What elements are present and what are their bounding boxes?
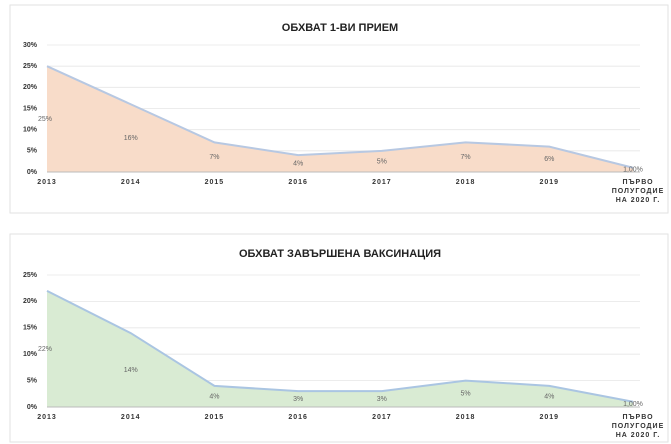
x-tick-label: 2019: [539, 414, 559, 421]
y-tick-label: 20%: [23, 298, 38, 305]
x-tick-label: 2014: [121, 414, 141, 421]
data-label: 3%: [293, 396, 303, 403]
area: [47, 290, 633, 407]
x-tick-label: 2015: [205, 179, 225, 186]
y-tick-label: 5%: [27, 148, 38, 155]
x-tick-label: 2013: [37, 414, 57, 421]
x-tick-label: 2016: [288, 414, 308, 421]
x-tick-label: 2018: [456, 179, 476, 186]
x-tick-label: 2015: [205, 414, 225, 421]
y-tick-label: 25%: [23, 63, 38, 70]
area: [47, 66, 633, 172]
data-label: 16%: [124, 135, 138, 142]
x-tick-label: ПЪРВО ПОЛУГОДИЕ НА 2020 Г.: [612, 179, 664, 204]
data-label: 4%: [209, 393, 219, 400]
data-label: 25%: [38, 116, 52, 123]
x-tick-label: 2014: [121, 179, 141, 186]
data-label: 22%: [38, 346, 52, 353]
data-label: 5%: [461, 391, 471, 398]
y-tick-label: 15%: [23, 105, 38, 112]
x-tick-label: 2019: [539, 179, 559, 186]
data-label: 5%: [377, 158, 387, 165]
y-tick-label: 0%: [27, 169, 38, 176]
data-label: 14%: [124, 367, 138, 374]
x-tick-label: 2017: [372, 414, 392, 421]
y-tick-label: 5%: [27, 377, 38, 384]
data-label: 1,00%: [623, 401, 643, 408]
data-label: 4%: [544, 393, 554, 400]
y-tick-label: 25%: [23, 272, 38, 279]
y-tick-label: 10%: [23, 127, 38, 134]
data-label: 4%: [293, 160, 303, 167]
y-tick-label: 20%: [23, 84, 38, 91]
area-line: [46, 289, 634, 403]
data-label: 1,00%: [623, 167, 643, 174]
data-label: 7%: [209, 154, 219, 161]
x-tick-label: 2017: [372, 179, 392, 186]
y-tick-label: 0%: [27, 404, 38, 411]
data-label: 6%: [544, 156, 554, 163]
y-tick-label: 30%: [23, 42, 38, 49]
x-tick-label: 2016: [288, 179, 308, 186]
x-tick-label: 2018: [456, 414, 476, 421]
x-tick-label: ПЪРВО ПОЛУГОДИЕ НА 2020 Г.: [612, 414, 664, 439]
chart-title: ОБХВАТ 1-ВИ ПРИЕМ: [282, 22, 398, 34]
data-label: 3%: [377, 396, 387, 403]
y-tick-label: 10%: [23, 351, 38, 358]
chart-title: ОБХВАТ ЗАВЪРШЕНА ВАКСИНАЦИЯ: [239, 248, 441, 260]
data-label: 7%: [461, 154, 471, 161]
y-tick-label: 15%: [23, 325, 38, 332]
x-tick-label: 2013: [37, 179, 57, 186]
area-line: [46, 65, 634, 169]
